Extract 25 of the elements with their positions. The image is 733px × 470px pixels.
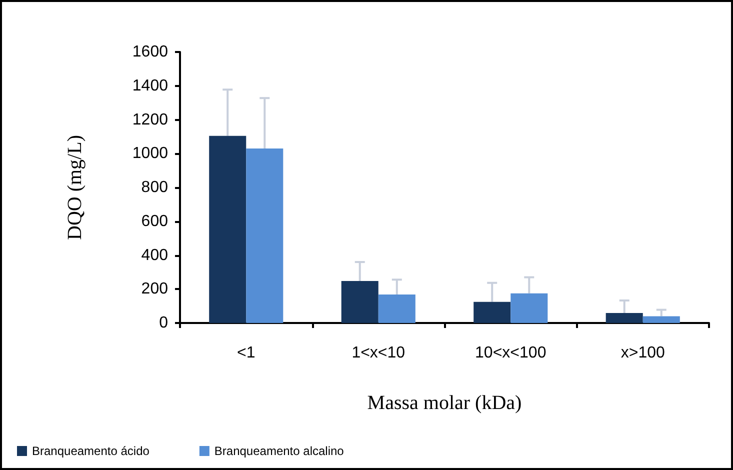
bar bbox=[378, 294, 416, 323]
bar bbox=[642, 316, 680, 323]
bar bbox=[606, 313, 643, 323]
x-tick-label: 10<x<100 bbox=[475, 344, 546, 362]
y-tick-label: 800 bbox=[141, 179, 168, 196]
y-tick-label: 1600 bbox=[132, 44, 168, 60]
bar bbox=[341, 280, 378, 323]
bar bbox=[246, 148, 284, 323]
x-tick-label: 1<x<10 bbox=[352, 344, 406, 362]
x-axis-title: Massa molar (kDa) bbox=[367, 392, 522, 414]
legend-label: Branqueamento ácido bbox=[32, 444, 150, 458]
bar bbox=[209, 136, 246, 323]
y-tick-label: 400 bbox=[141, 246, 168, 264]
y-tick-label: 1200 bbox=[132, 111, 168, 128]
y-tick-label: 600 bbox=[141, 212, 168, 230]
bar bbox=[474, 302, 511, 323]
bar bbox=[510, 293, 548, 323]
x-tick-label: <1 bbox=[237, 344, 256, 362]
legend-label: Branqueamento alcalino bbox=[214, 444, 344, 458]
y-tick-label: 0 bbox=[159, 314, 168, 332]
y-tick-label: 200 bbox=[141, 280, 168, 298]
y-axis-title: DQO (mg/L) bbox=[64, 135, 86, 240]
y-tick-label: 1400 bbox=[132, 77, 168, 94]
x-tick-label: x>100 bbox=[620, 344, 665, 362]
y-tick-label: 1000 bbox=[132, 145, 168, 162]
